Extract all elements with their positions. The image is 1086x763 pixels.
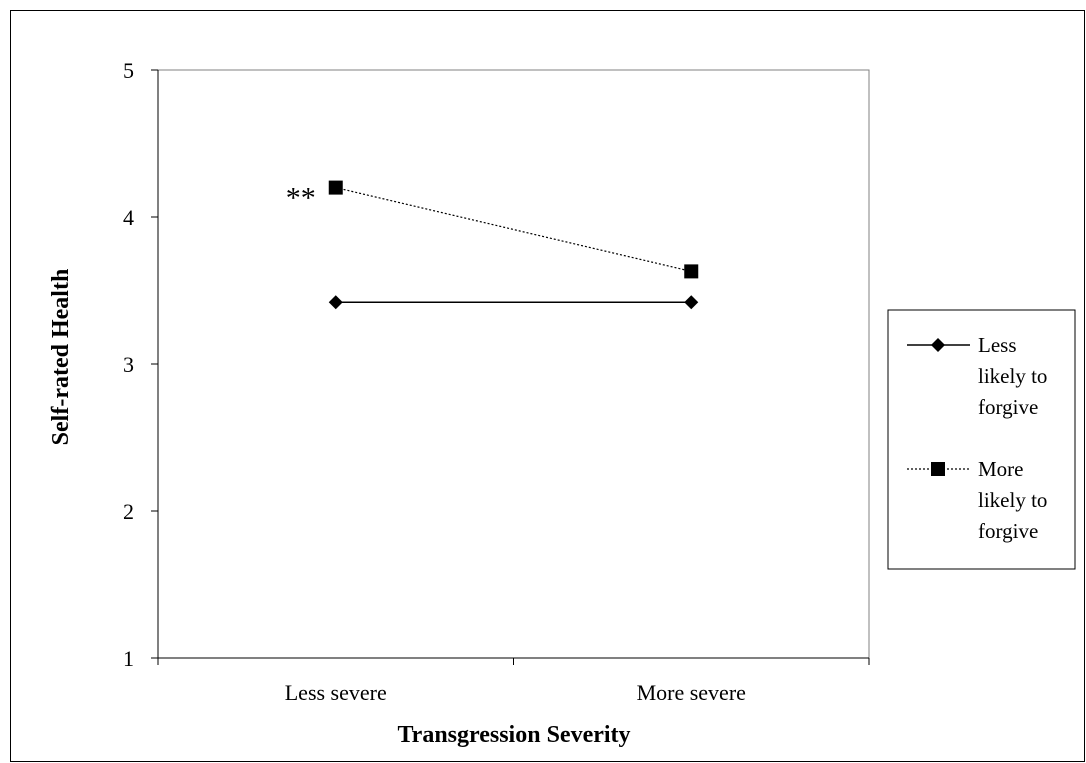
legend-label: More [978, 457, 1024, 481]
data-point-diamond [328, 295, 343, 310]
legend-marker-diamond [931, 338, 945, 352]
data-point-square [684, 264, 699, 279]
data-point-diamond [684, 295, 699, 310]
y-tick-label: 1 [123, 646, 134, 671]
y-tick-label: 4 [123, 205, 134, 230]
x-tick-label: Less severe [285, 680, 387, 705]
axes: 1 2 3 4 5 Less severe More severe [123, 58, 870, 705]
legend-label: forgive [978, 395, 1038, 419]
y-tick-label: 2 [123, 499, 134, 524]
legend-label: likely to [978, 364, 1047, 388]
y-axis-title: Self-rated Health [48, 269, 74, 446]
plot-area [157, 69, 870, 659]
data-point-square [328, 180, 343, 195]
legend-label: forgive [978, 519, 1038, 543]
legend-label: Less [978, 333, 1017, 357]
y-tick-label: 5 [123, 58, 134, 83]
legend-marker-square [931, 462, 945, 476]
legend: Less likely to forgive More likely to forgive [887, 309, 1076, 570]
legend-label: likely to [978, 488, 1047, 512]
x-axis-title: Transgression Severity [397, 722, 630, 748]
x-tick-label: More severe [637, 680, 746, 705]
legend-box [887, 309, 1076, 570]
series-layer: ** [286, 180, 699, 310]
series-line-2 [335, 187, 692, 272]
significance-annotation: ** [286, 182, 316, 215]
y-tick-label: 3 [123, 352, 134, 377]
